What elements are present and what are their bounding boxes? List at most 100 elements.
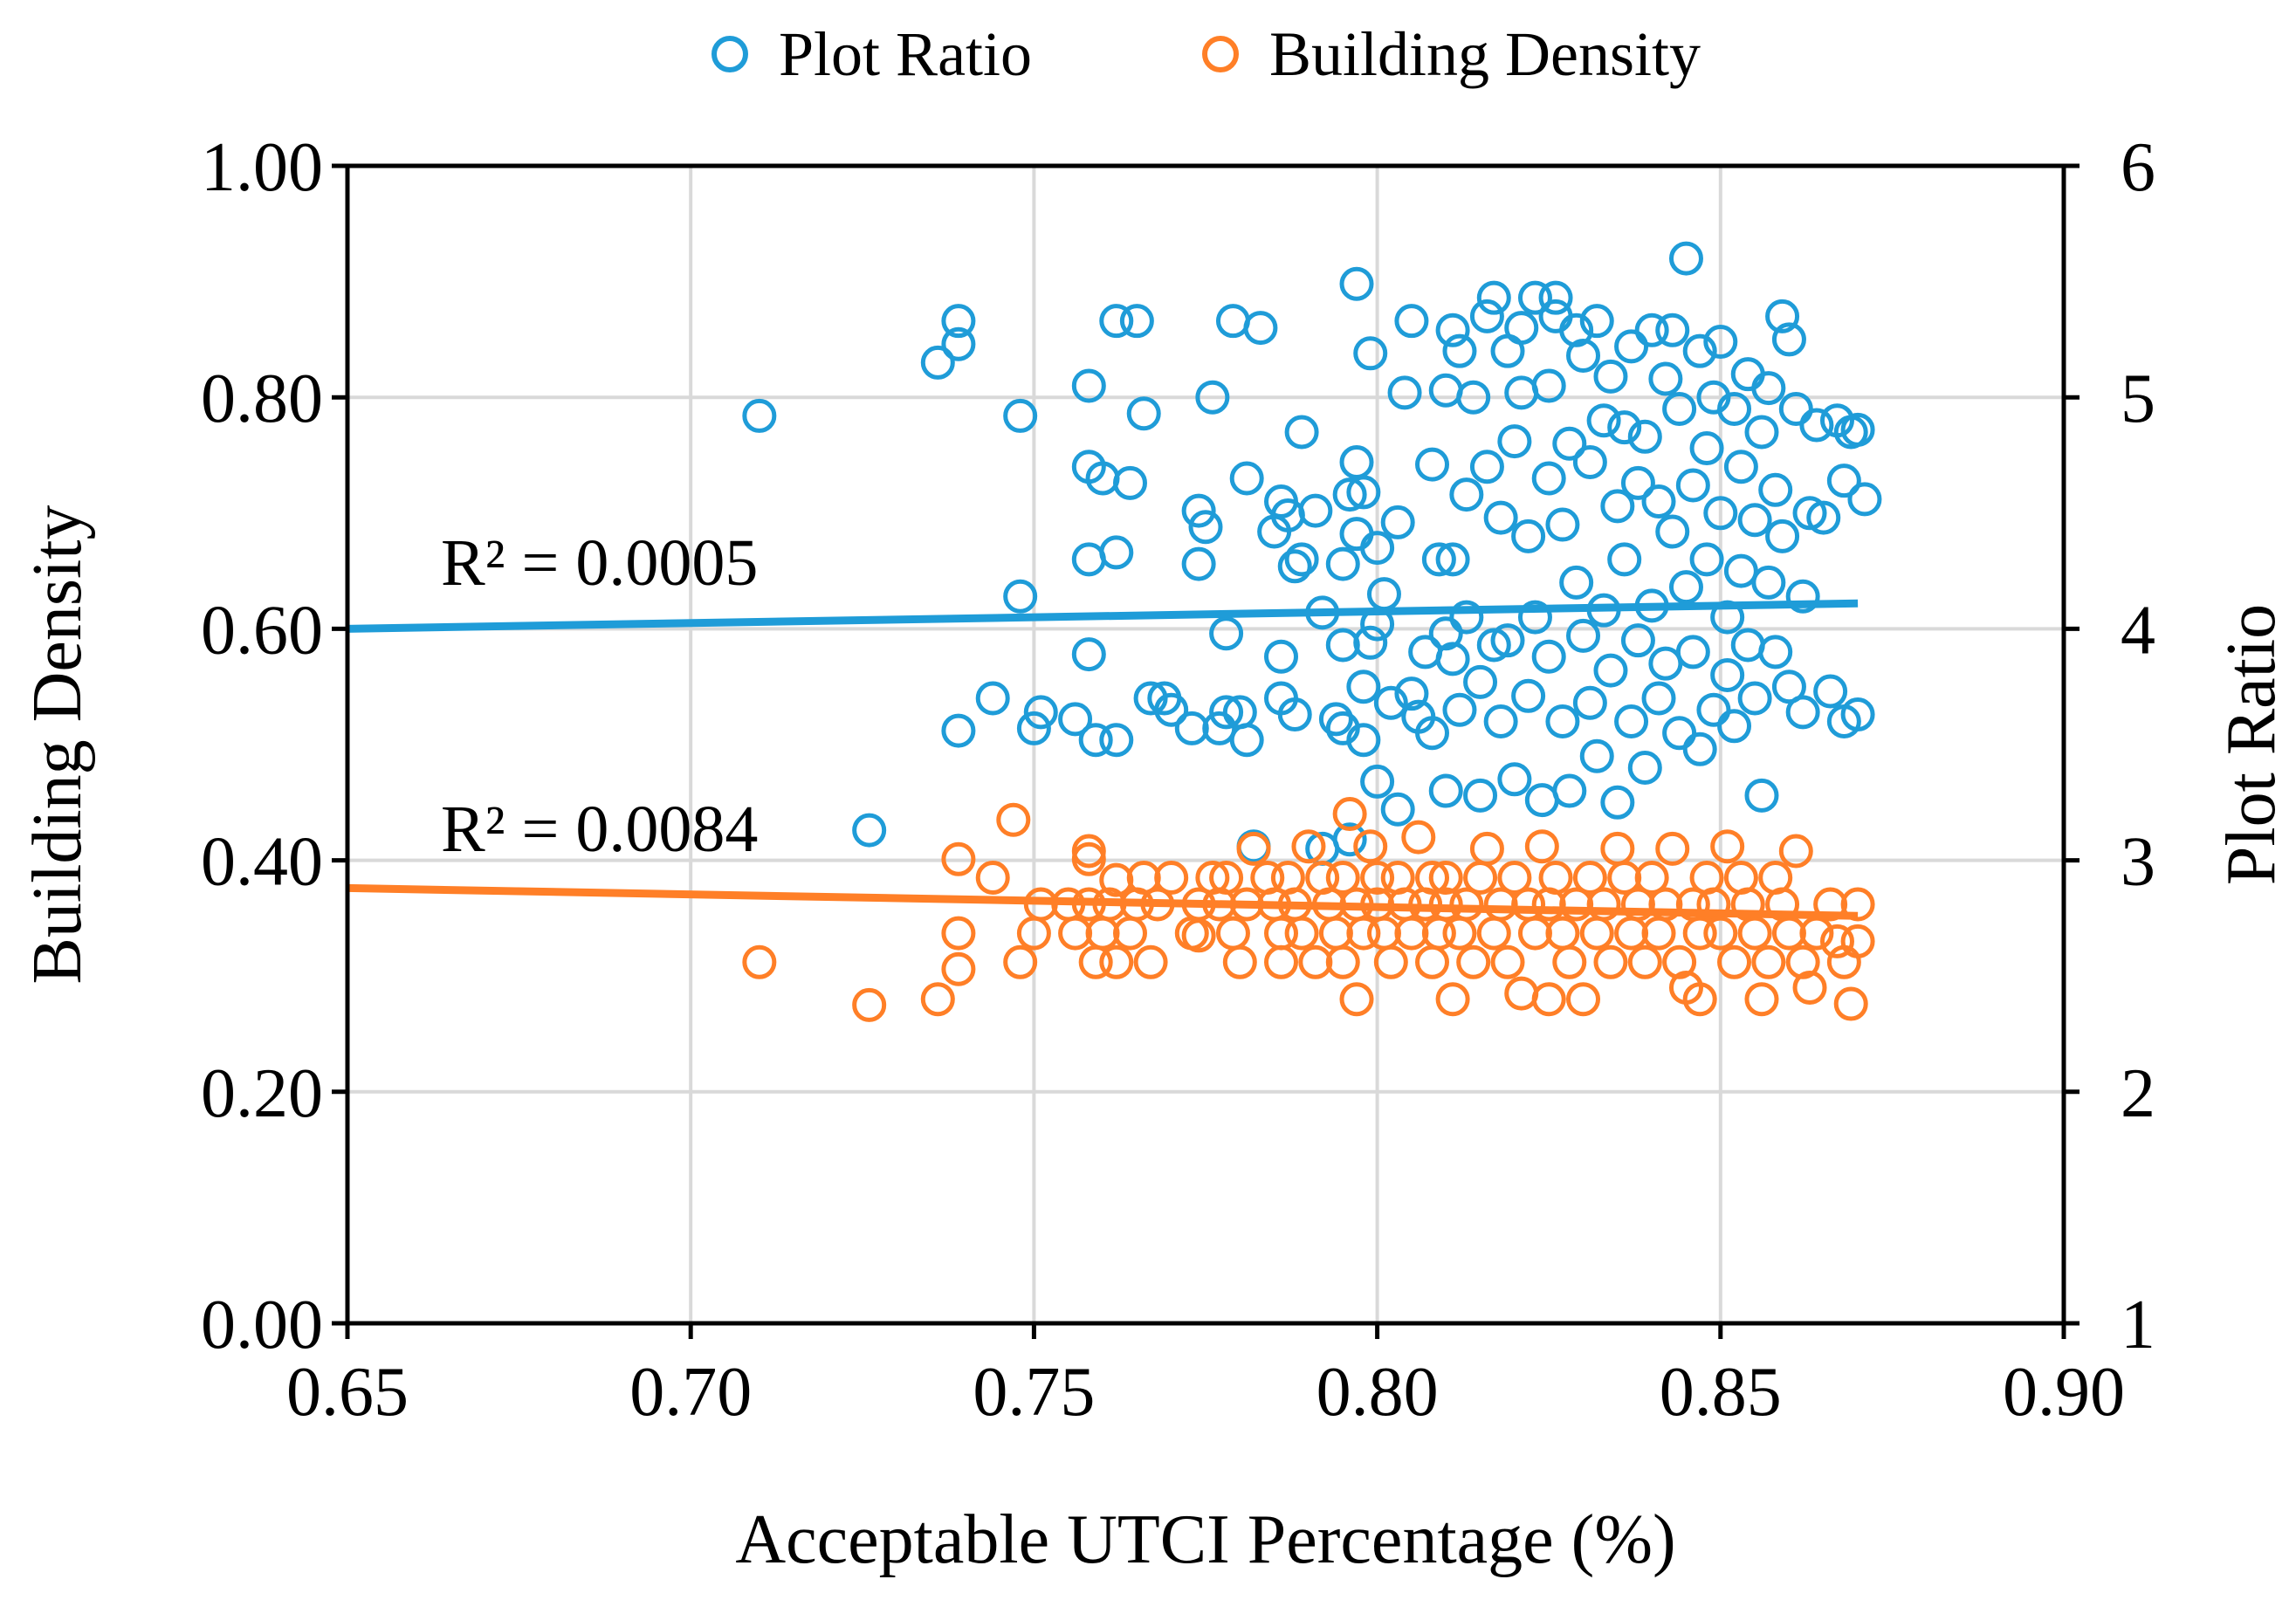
plot-ratio-point	[1415, 716, 1450, 751]
plot-ratio-point	[1806, 500, 1841, 535]
x-axis-title: Acceptable UTCI Percentage (%)	[735, 1501, 1675, 1578]
building-density-point	[1566, 982, 1601, 1017]
plot-ratio-point	[1600, 489, 1635, 524]
plot-ratio-point	[1758, 472, 1793, 507]
plot-ratio-point	[1751, 371, 1786, 406]
plot-ratio-point	[1579, 304, 1614, 339]
plot-ratio-point	[1792, 496, 1827, 531]
plot-ratio-point	[1840, 697, 1875, 732]
plot-ratio-point	[1717, 391, 1752, 426]
plot-ratio-point	[1373, 685, 1408, 720]
plot-ratio-point	[1435, 542, 1470, 577]
plot-ratio-point	[1421, 542, 1456, 577]
plot-ratio-point	[1511, 678, 1546, 713]
plot-ratio-point	[1380, 792, 1415, 827]
building-density-point	[1792, 970, 1827, 1005]
plot-ratio-point	[1675, 635, 1710, 670]
plot-ratio-point	[1559, 312, 1594, 347]
building-density-point	[1620, 887, 1655, 922]
plot-ratio-point	[1517, 600, 1552, 635]
building-density-point	[1415, 860, 1450, 895]
plot-ratio-point	[1655, 312, 1690, 347]
building-density-point	[1524, 829, 1559, 864]
building-density-point	[1456, 944, 1491, 979]
plot-ratio-point	[1415, 447, 1450, 482]
plot-ratio-point	[1325, 546, 1360, 581]
plot-ratio-point	[1682, 731, 1717, 766]
plot-ratio-point	[1531, 461, 1566, 496]
building-density-point	[1655, 831, 1690, 866]
plot-ratio-point	[1634, 312, 1669, 347]
building-density-point	[975, 860, 1010, 895]
building-density-point	[1634, 860, 1669, 895]
y-axis-left-title: Building Density	[19, 505, 96, 985]
plot-ratio-point	[1765, 518, 1800, 553]
x-tick-label: 0.70	[629, 1354, 752, 1431]
plot-ratio-point	[941, 304, 976, 339]
building-density-point	[1840, 887, 1875, 922]
building-density-point	[1593, 944, 1628, 979]
building-density-point	[1428, 860, 1463, 895]
plot-ratio-point	[1813, 674, 1848, 709]
plot-ratio-point	[1785, 579, 1820, 614]
plot-ratio-point	[1675, 468, 1710, 503]
plot-ratio-point	[1778, 391, 1813, 426]
plot-ratio-point	[1614, 329, 1649, 364]
plot-ratio-point	[1620, 465, 1655, 500]
building-density-point	[941, 916, 976, 951]
plot-ratio-point	[1648, 646, 1683, 681]
plot-ratio-point	[1003, 398, 1038, 433]
building-density-point	[1099, 944, 1134, 979]
plot-ratio-point	[1730, 357, 1765, 392]
plot-ratio-point	[1209, 616, 1244, 651]
building-density-point	[1264, 944, 1299, 979]
building-density-point	[1703, 916, 1738, 951]
plot-ratio-point	[1428, 773, 1463, 808]
plot-ratio-point	[1593, 653, 1628, 688]
y-axis-right-title: Plot Ratio	[2213, 604, 2290, 885]
plot-ratio-point	[1284, 415, 1319, 450]
plot-ratio-point	[1504, 375, 1539, 410]
plot-ratio-point	[1703, 496, 1738, 531]
building-density-point	[941, 841, 976, 876]
building-density-point	[1339, 982, 1374, 1017]
plot-ratio-point	[1428, 373, 1463, 408]
plot-ratio-point	[1545, 507, 1580, 542]
building-density-point	[1346, 916, 1381, 951]
plot-ratio-point	[1298, 493, 1333, 528]
building-density-point	[1785, 944, 1820, 979]
plot-ratio-point	[1538, 280, 1573, 315]
plot-ratio-point	[1483, 500, 1518, 535]
building-density-point	[1572, 860, 1607, 895]
plot-ratio-point	[1566, 338, 1601, 373]
plot-ratio-point	[1325, 628, 1360, 663]
building-density-point	[1463, 860, 1498, 895]
plot-ratio-point	[1765, 299, 1800, 333]
plot-ratio-point	[1456, 380, 1491, 415]
building-density-point	[1353, 829, 1388, 864]
building-density-point	[1291, 829, 1326, 864]
plot-ratio-point	[1668, 570, 1703, 605]
plot-ratio-point	[920, 345, 955, 380]
building-density-point	[1126, 860, 1161, 895]
plot-ratio-point	[1730, 628, 1765, 663]
plot-ratio-point	[1071, 368, 1106, 403]
y-axis-right: 1 2 3 4 5 6	[2064, 129, 2155, 1363]
plot-ratio-point	[1078, 723, 1113, 758]
plot-ratio-point	[1346, 475, 1381, 510]
plot-ratio-point	[1277, 697, 1312, 732]
plot-ratio-point	[742, 398, 777, 433]
plot-ratio-point	[1607, 410, 1642, 445]
legend-marker-building-density	[1202, 36, 1239, 72]
plot-ratio-point	[1394, 304, 1429, 339]
building-density-point	[1737, 916, 1772, 951]
plot-ratio-point	[1572, 444, 1607, 479]
building-density-point	[1469, 831, 1504, 866]
building-density-trendline	[347, 883, 1859, 920]
building-density-point	[1318, 916, 1353, 951]
plot-ratio-point	[1737, 681, 1772, 716]
plot-ratio-point	[1188, 510, 1223, 545]
y-right-tick-label: 4	[2121, 592, 2155, 669]
plot-ratio-point	[1463, 778, 1498, 813]
y-left-tick-label: 1.00	[201, 129, 323, 206]
